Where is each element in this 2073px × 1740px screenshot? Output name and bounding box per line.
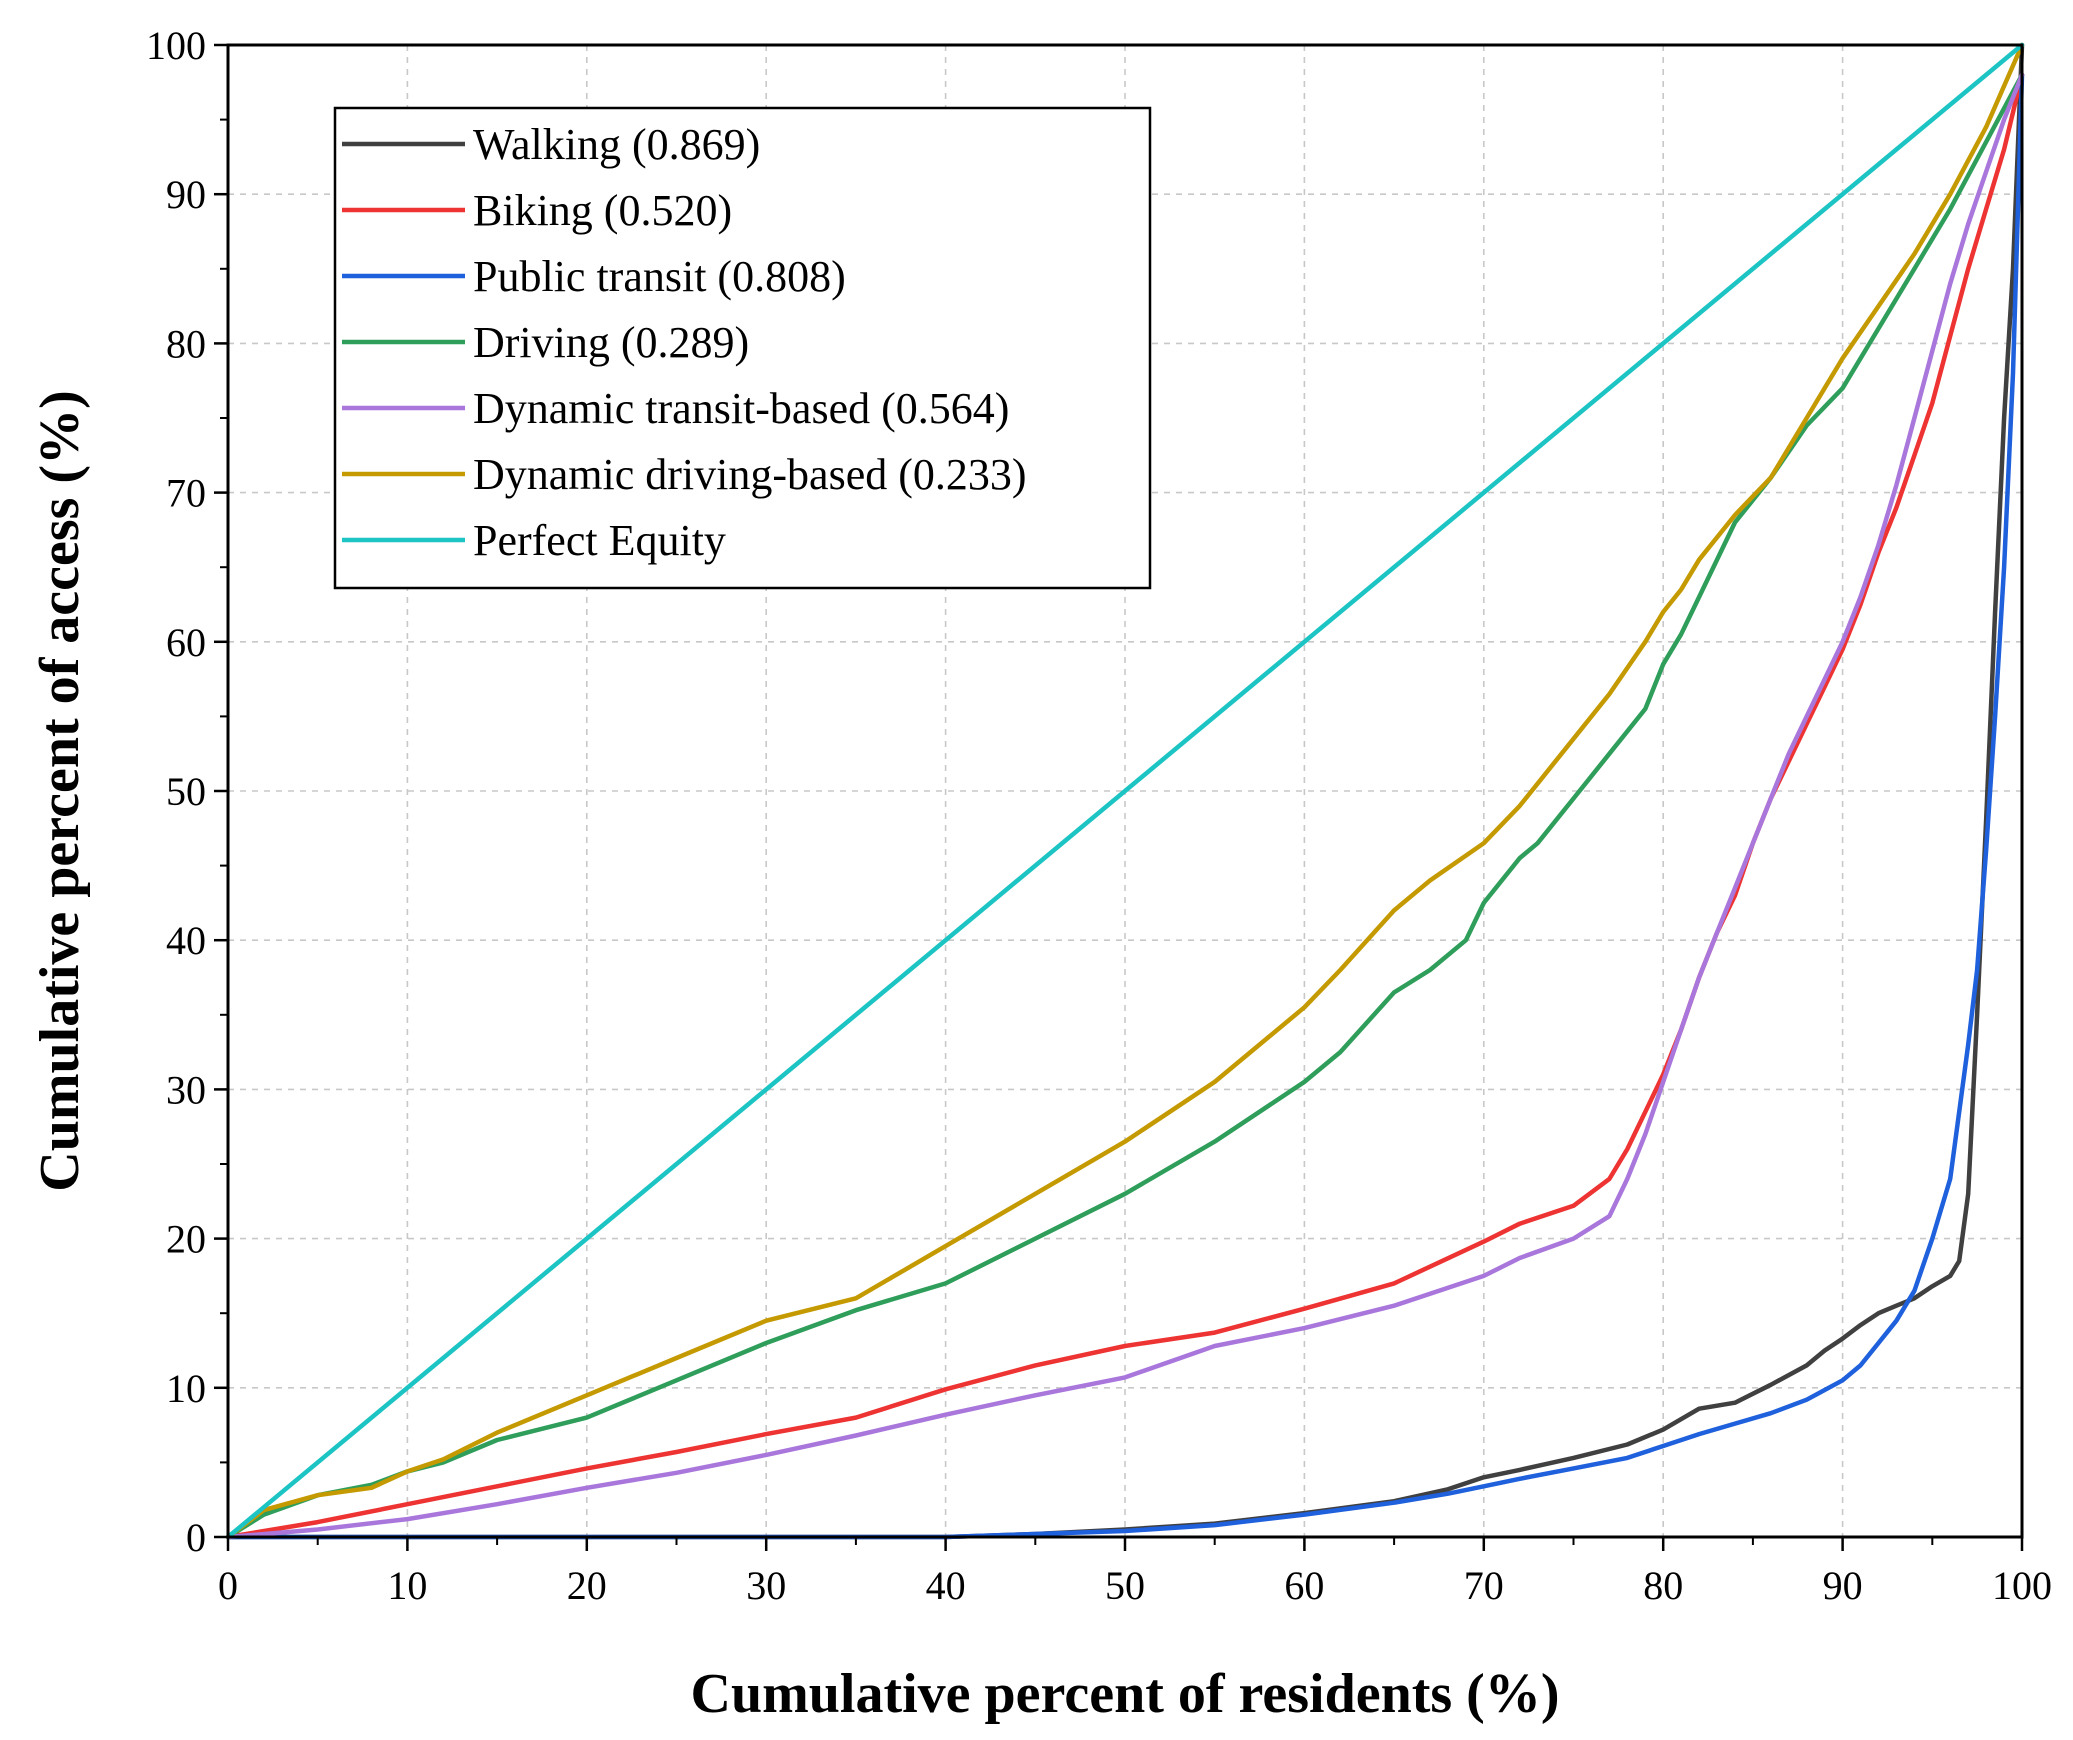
y-tick-label: 20 (166, 1217, 206, 1262)
series-line-7 (225, 42, 2025, 1540)
y-axis-title: Cumulative percent of access (%) (29, 390, 91, 1191)
x-tick-label: 10 (387, 1563, 427, 1608)
x-tick-label: 80 (1643, 1563, 1683, 1608)
legend-box (333, 106, 1152, 590)
x-tick-label: 60 (1284, 1563, 1324, 1608)
x-tick-label: 40 (926, 1563, 966, 1608)
series-line-3 (225, 72, 2025, 1540)
x-tick-label: 100 (1992, 1563, 2052, 1608)
x-tick-label: 20 (567, 1563, 607, 1608)
legend: Walking (0.869) Biking (0.520) Public tran… (333, 106, 1152, 590)
y-tick-label: 40 (166, 918, 206, 963)
y-tick-label: 0 (186, 1515, 206, 1560)
x-tick-label: 0 (218, 1563, 238, 1608)
legend-item: Dynamic transit-based (0.564) (342, 384, 1009, 433)
y-tick-label: 70 (166, 471, 206, 516)
series-line-6 (225, 42, 2025, 1540)
legend-label: Driving (0.289) (473, 318, 749, 367)
series-line-2 (225, 72, 2025, 1540)
legend-item: Walking (0.869) (342, 120, 760, 169)
y-tick-label: 100 (146, 23, 206, 68)
legend-label: Walking (0.869) (473, 120, 760, 169)
legend-item: Driving (0.289) (342, 318, 749, 367)
x-tick-label: 70 (1464, 1563, 1504, 1608)
x-tick-label: 30 (746, 1563, 786, 1608)
series-line-4 (225, 72, 2025, 1540)
legend-label: Perfect Equity (473, 516, 726, 565)
legend-label: Dynamic driving-based (0.233) (473, 450, 1027, 499)
x-tick-label: 90 (1823, 1563, 1863, 1608)
y-tick-label: 80 (166, 321, 206, 366)
series-line-5 (225, 72, 2025, 1540)
y-tick-label: 30 (166, 1067, 206, 1112)
legend-label: Dynamic transit-based (0.564) (473, 384, 1009, 433)
y-tick-label: 50 (166, 769, 206, 814)
legend-label: Public transit (0.808) (473, 252, 846, 301)
legend-item: Dynamic driving-based (0.233) (342, 450, 1027, 499)
y-tick-label: 60 (166, 620, 206, 665)
x-tick-label: 50 (1105, 1563, 1145, 1608)
y-tick-label: 90 (166, 172, 206, 217)
legend-item: Perfect Equity (342, 516, 726, 565)
legend-item: Public transit (0.808) (342, 252, 846, 301)
x-axis-title: Cumulative percent of residents (%) (691, 1663, 1560, 1725)
legend-label: Biking (0.520) (473, 186, 732, 235)
legend-item: Biking (0.520) (342, 186, 732, 235)
ticks: 0 10 20 30 40 50 60 70 80 90 100 0 10 20 30 40 50 60 70 80 9… (146, 23, 2052, 1608)
y-tick-label: 10 (166, 1366, 206, 1411)
series-layer (225, 42, 2025, 1540)
